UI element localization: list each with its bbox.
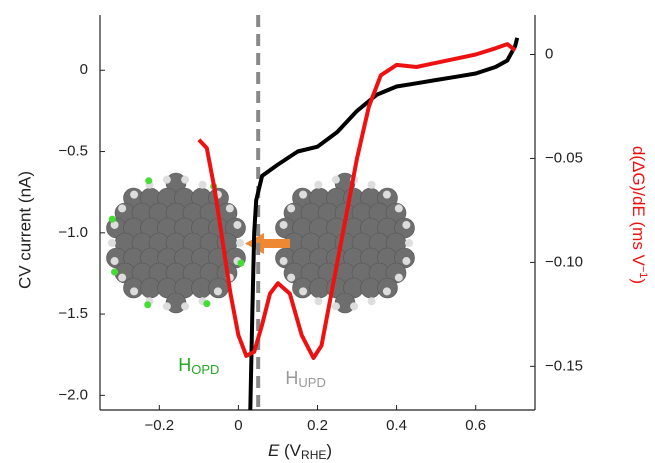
y2-label-end: ) (629, 278, 648, 284)
hydrogen (350, 302, 359, 311)
hydrogen (314, 180, 323, 189)
series-line (197, 42, 517, 360)
hydrogen (108, 239, 116, 247)
y2-axis-label: d(ΔG)/dE (ms V−1) (629, 146, 650, 284)
hydrogen (367, 297, 376, 306)
y-tick-label: −1.5 (58, 305, 88, 322)
hydrogen (110, 257, 119, 266)
annotation: HUPD (285, 368, 325, 391)
hydrogen (130, 190, 139, 199)
hydrogen (162, 175, 171, 184)
x-tick-label: −0.2 (145, 417, 175, 434)
hydrogen (110, 220, 119, 229)
y2-label-sup: −1 (637, 266, 649, 279)
arrow-body (262, 239, 290, 248)
x-tick-label: 0.6 (465, 417, 486, 434)
x-tick-label: 0.4 (386, 417, 407, 434)
hydrogen (279, 257, 288, 266)
h-opd (111, 268, 119, 276)
hydrogen (331, 175, 340, 184)
hydrogen (279, 220, 288, 229)
hydrogen (382, 190, 391, 199)
hydrogen (181, 302, 190, 311)
x-axis-label: E (VRHE) (268, 441, 332, 462)
hydrogen (225, 204, 234, 213)
y2-tick-label: −0.05 (545, 149, 583, 166)
hydrogen (198, 180, 207, 189)
hydrogen (314, 297, 323, 306)
h-opd (237, 259, 245, 267)
x-label-end: ) (326, 441, 332, 460)
y2-tick-label: −0.15 (545, 357, 583, 374)
series-line (248, 37, 520, 411)
y2-tick-label: 0 (545, 45, 553, 62)
hydrogen (402, 220, 411, 229)
hydrogen (394, 273, 403, 282)
annotation-sub: UPD (298, 376, 325, 391)
hydrogen (405, 239, 413, 247)
hydrogen (367, 180, 376, 189)
x-tick-label: 0 (234, 417, 242, 434)
hydrogen (402, 257, 411, 266)
h-opd (108, 215, 116, 223)
y-tick-label: 0 (80, 61, 88, 78)
hydrogen (299, 287, 308, 296)
y-tick-label: −1.0 (58, 224, 88, 241)
nanoparticles (106, 172, 415, 314)
annotation: HOPD (178, 355, 219, 378)
hydrogen (162, 302, 171, 311)
hydrogen (236, 239, 244, 247)
hydrogen (287, 204, 296, 213)
hydrogen (118, 273, 127, 282)
x-label-text: (V (279, 441, 301, 460)
hydrogen (181, 175, 190, 184)
plot-area: −0.2 0 0.2 0.4 0.6 −2.0 −1.5 −1.0 −0.5 0 −0.15 −0.1… (58, 15, 583, 434)
hydrogen (130, 287, 139, 296)
y2-tick-label: −0.10 (545, 253, 583, 270)
h-opd (145, 177, 153, 185)
y-axis-label: CV current (nA) (15, 171, 34, 289)
hydrogen (382, 287, 391, 296)
hydrogen (287, 273, 296, 282)
hydrogen (331, 302, 340, 311)
x-label-italic: E (268, 441, 280, 460)
annotation-main: H (178, 355, 191, 375)
annotation-sub: OPD (191, 363, 219, 378)
hydrogen (394, 204, 403, 213)
x-tick-label: 0.2 (307, 417, 328, 434)
h-opd (144, 301, 152, 309)
hydrogen (118, 204, 127, 213)
hydrogen (299, 190, 308, 199)
y-tick-label: −0.5 (58, 143, 88, 160)
x-label-sub: RHE (301, 448, 326, 462)
y2-label-text: d(ΔG)/dE (ms V (629, 146, 648, 267)
hydrogen (233, 220, 242, 229)
annotation-main: H (285, 368, 298, 388)
y-tick-label: −2.0 (58, 386, 88, 403)
h-opd (203, 300, 211, 308)
hydrogen (213, 287, 222, 296)
